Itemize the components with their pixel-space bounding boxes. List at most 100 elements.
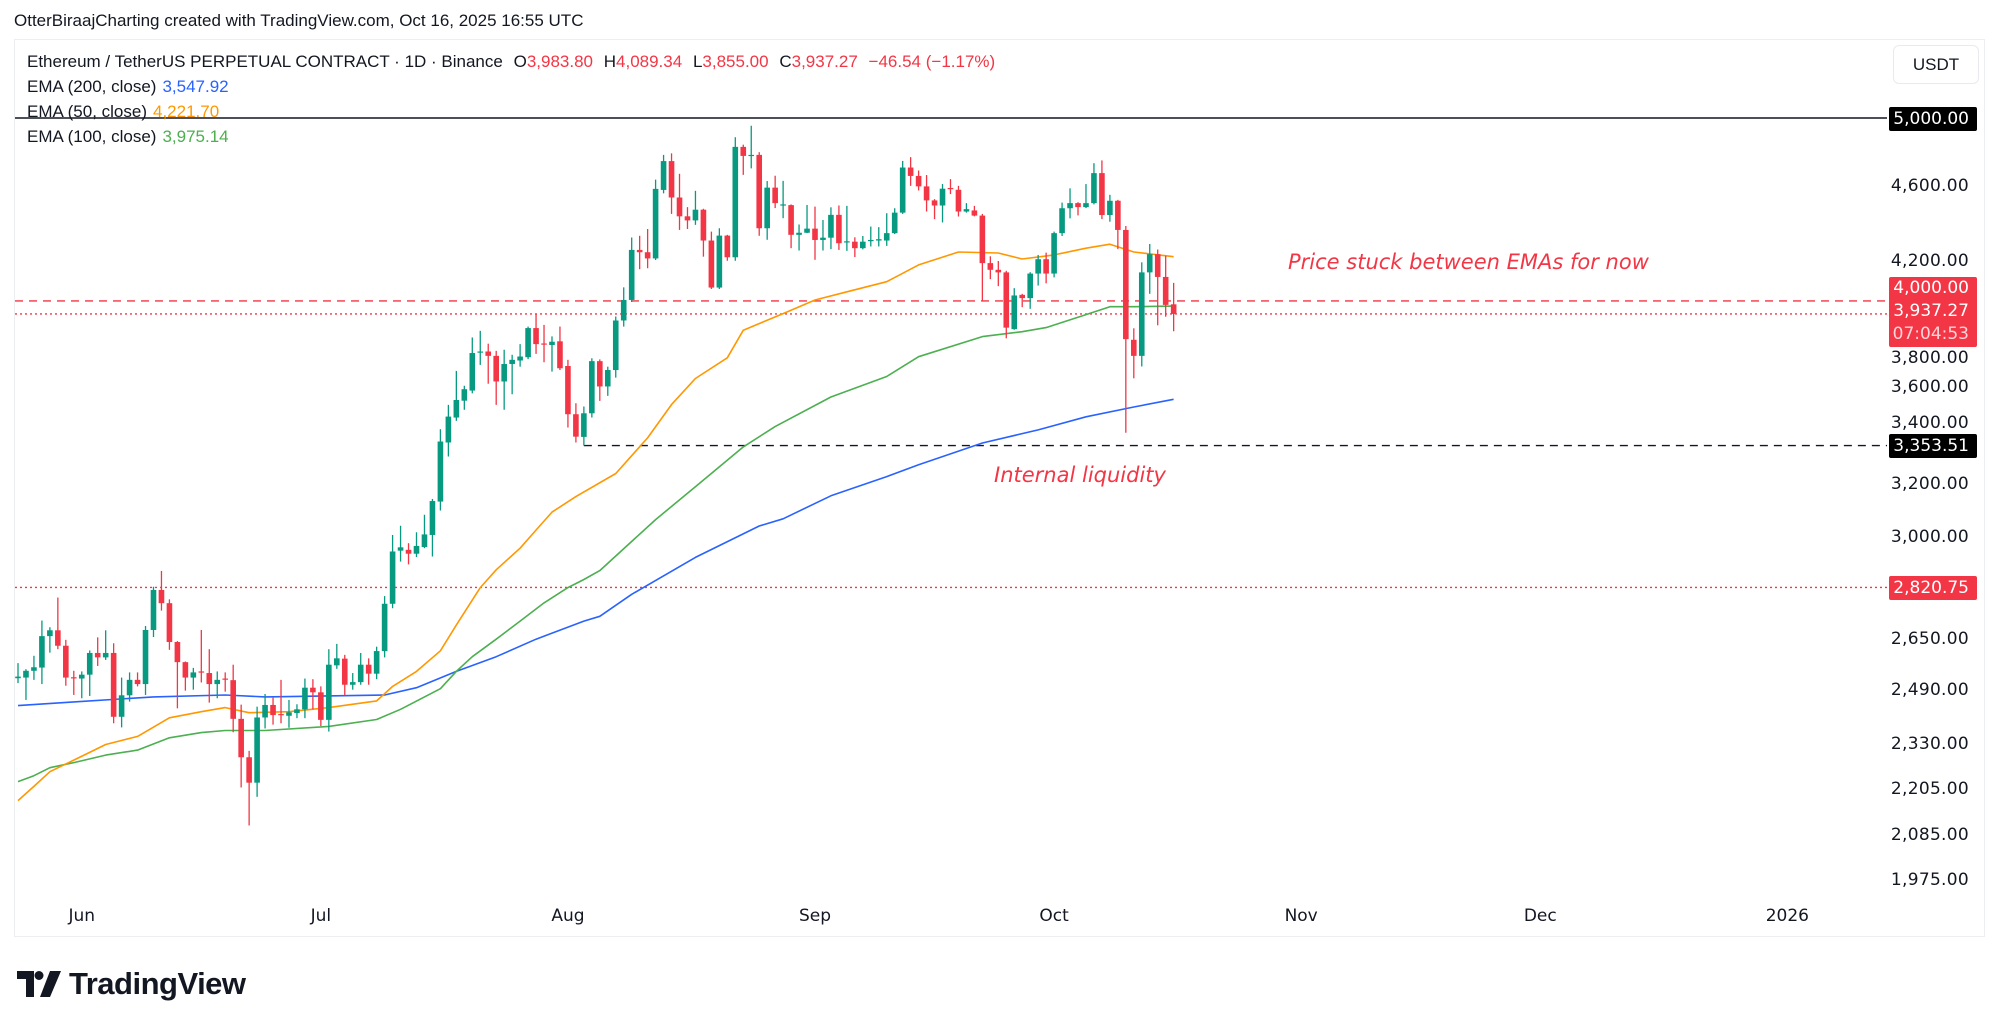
candle[interactable] bbox=[70, 670, 77, 695]
candle[interactable] bbox=[94, 637, 101, 666]
candle[interactable] bbox=[557, 326, 563, 371]
candle[interactable] bbox=[1027, 272, 1033, 309]
legend-ema200[interactable]: EMA (200, close) 3,547.92 bbox=[27, 77, 235, 97]
candle[interactable] bbox=[509, 354, 515, 395]
candle[interactable] bbox=[1099, 160, 1105, 220]
candle[interactable] bbox=[1003, 270, 1010, 339]
candle[interactable] bbox=[1123, 225, 1129, 433]
candle[interactable] bbox=[1043, 252, 1049, 284]
candle[interactable] bbox=[939, 184, 946, 223]
candle[interactable] bbox=[740, 144, 747, 175]
candle[interactable] bbox=[708, 231, 715, 289]
candle[interactable] bbox=[549, 336, 555, 372]
candle[interactable] bbox=[597, 359, 603, 401]
candle[interactable] bbox=[565, 359, 571, 428]
candle[interactable] bbox=[812, 206, 818, 260]
candle[interactable] bbox=[389, 534, 396, 609]
candle[interactable] bbox=[1083, 184, 1089, 209]
candle[interactable] bbox=[469, 337, 476, 394]
candle[interactable] bbox=[915, 170, 922, 191]
candle[interactable] bbox=[278, 679, 284, 724]
candle[interactable] bbox=[820, 220, 826, 251]
candle[interactable] bbox=[357, 652, 364, 685]
candle[interactable] bbox=[461, 385, 468, 410]
candle[interactable] bbox=[262, 693, 268, 729]
candle[interactable] bbox=[620, 287, 627, 327]
candle[interactable] bbox=[644, 228, 651, 269]
candle[interactable] bbox=[39, 620, 45, 685]
candle[interactable] bbox=[852, 237, 858, 258]
candle[interactable] bbox=[1075, 202, 1081, 216]
candle[interactable] bbox=[254, 706, 260, 797]
candle[interactable] bbox=[867, 226, 874, 247]
candle[interactable] bbox=[955, 185, 962, 217]
candle[interactable] bbox=[23, 669, 29, 700]
candle[interactable] bbox=[931, 199, 938, 220]
candle[interactable] bbox=[405, 543, 412, 565]
candle[interactable] bbox=[995, 260, 1002, 287]
candle[interactable] bbox=[102, 630, 109, 660]
candle[interactable] bbox=[1019, 293, 1026, 308]
candle[interactable] bbox=[1011, 288, 1018, 330]
candle[interactable] bbox=[190, 667, 197, 690]
candle[interactable] bbox=[1162, 255, 1169, 317]
candle[interactable] bbox=[15, 663, 21, 684]
candle[interactable] bbox=[732, 137, 739, 261]
candle[interactable] bbox=[860, 235, 866, 250]
candle[interactable] bbox=[134, 672, 141, 687]
candle[interactable] bbox=[883, 213, 890, 246]
candle[interactable] bbox=[804, 204, 810, 234]
candle[interactable] bbox=[628, 237, 635, 303]
candle[interactable] bbox=[963, 203, 970, 213]
candle[interactable] bbox=[764, 181, 770, 240]
candle[interactable] bbox=[429, 498, 436, 557]
ema100-line[interactable] bbox=[17, 305, 1174, 783]
candle[interactable] bbox=[86, 650, 93, 696]
candle[interactable] bbox=[302, 678, 308, 719]
candle[interactable] bbox=[174, 641, 181, 709]
candle[interactable] bbox=[445, 404, 452, 457]
candle[interactable] bbox=[1067, 188, 1073, 219]
candle[interactable] bbox=[971, 205, 978, 217]
candle[interactable] bbox=[238, 704, 244, 788]
candle[interactable] bbox=[318, 686, 324, 727]
legend-ema50[interactable]: EMA (50, close) 4,221.70 bbox=[27, 102, 225, 122]
candle[interactable] bbox=[126, 672, 133, 702]
candle[interactable] bbox=[1154, 249, 1161, 326]
candle[interactable] bbox=[947, 179, 954, 195]
candle[interactable] bbox=[660, 154, 667, 194]
candle[interactable] bbox=[485, 343, 492, 384]
candle[interactable] bbox=[1035, 254, 1041, 286]
candle[interactable] bbox=[899, 160, 906, 214]
candle[interactable] bbox=[373, 646, 380, 680]
candle[interactable] bbox=[652, 179, 659, 260]
candle[interactable] bbox=[198, 629, 205, 683]
candle[interactable] bbox=[326, 649, 332, 732]
candle[interactable] bbox=[453, 370, 460, 421]
ema200-line[interactable] bbox=[17, 398, 1174, 707]
candle[interactable] bbox=[166, 599, 173, 650]
candle[interactable] bbox=[397, 525, 404, 562]
candle[interactable] bbox=[589, 358, 595, 418]
candle[interactable] bbox=[206, 649, 213, 703]
candle[interactable] bbox=[1115, 199, 1121, 250]
candle[interactable] bbox=[341, 654, 348, 695]
candle[interactable] bbox=[334, 643, 340, 669]
candle[interactable] bbox=[533, 313, 539, 354]
candle[interactable] bbox=[110, 643, 117, 724]
candle[interactable] bbox=[875, 227, 882, 247]
candle[interactable] bbox=[421, 514, 428, 549]
candle[interactable] bbox=[748, 125, 755, 169]
currency-button[interactable]: USDT bbox=[1893, 45, 1979, 84]
candle[interactable] bbox=[493, 350, 499, 405]
candle[interactable] bbox=[724, 234, 731, 261]
candle[interactable] bbox=[142, 626, 149, 695]
candle[interactable] bbox=[150, 586, 157, 638]
candle[interactable] bbox=[612, 316, 619, 378]
candle[interactable] bbox=[381, 596, 388, 658]
candle[interactable] bbox=[668, 153, 675, 214]
candle[interactable] bbox=[573, 403, 579, 443]
candle[interactable] bbox=[1131, 328, 1137, 379]
legend-ema100[interactable]: EMA (100, close) 3,975.14 bbox=[27, 127, 235, 147]
candle[interactable] bbox=[517, 344, 523, 367]
